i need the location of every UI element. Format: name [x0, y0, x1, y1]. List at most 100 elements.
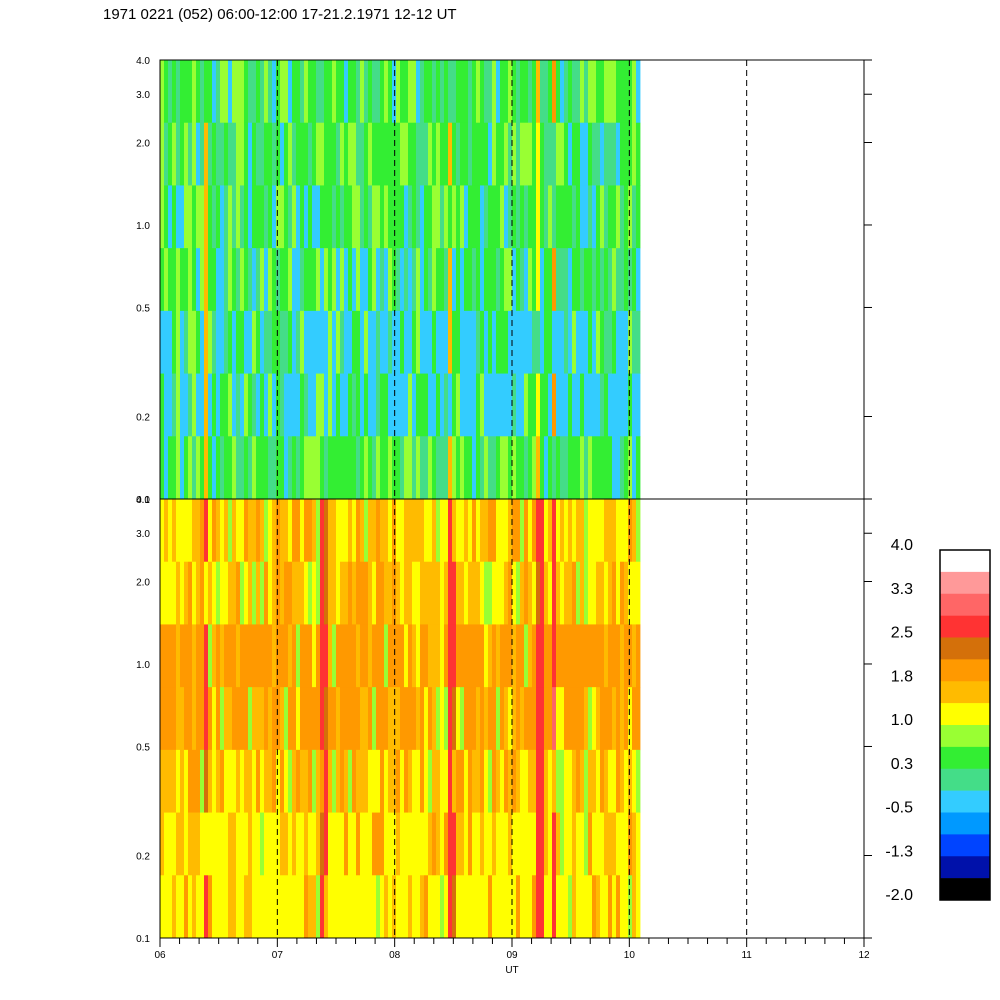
heatmap-cell	[164, 185, 169, 249]
heatmap-cell	[528, 749, 533, 813]
heatmap-cell	[448, 60, 453, 124]
heatmap-cell	[452, 875, 457, 939]
heatmap-cell	[448, 122, 453, 186]
heatmap-cell	[464, 436, 469, 500]
heatmap-cell	[256, 248, 261, 312]
heatmap-cell	[428, 248, 433, 312]
heatmap-cell	[280, 687, 285, 751]
heatmap-cell	[632, 436, 637, 500]
heatmap-cell	[204, 60, 209, 124]
heatmap-cell	[536, 60, 541, 124]
heatmap-cell	[384, 875, 389, 939]
heatmap-cell	[272, 310, 277, 374]
heatmap-cell	[568, 875, 573, 939]
heatmap-cell	[616, 687, 621, 751]
heatmap-cell	[612, 373, 617, 437]
heatmap-cell	[552, 749, 557, 813]
heatmap-cell	[540, 749, 545, 813]
heatmap-cell	[192, 436, 197, 500]
heatmap-cell	[436, 248, 441, 312]
heatmap-cell	[356, 436, 361, 500]
heatmap-cell	[196, 624, 201, 688]
heatmap-cell	[380, 812, 385, 876]
heatmap-cell	[184, 436, 189, 500]
heatmap-cell	[368, 624, 373, 688]
heatmap-cell	[204, 812, 209, 876]
heatmap-cell	[612, 436, 617, 500]
heatmap-cell	[288, 499, 293, 563]
heatmap-cell	[252, 624, 257, 688]
heatmap-cell	[468, 248, 473, 312]
heatmap-cell	[344, 373, 349, 437]
heatmap-cell	[580, 749, 585, 813]
heatmap-cell	[440, 436, 445, 500]
heatmap-cell	[300, 185, 305, 249]
heatmap-cell	[552, 310, 557, 374]
heatmap-cell	[552, 60, 557, 124]
heatmap-cell	[252, 499, 257, 563]
heatmap-cell	[408, 624, 413, 688]
heatmap-cell	[292, 436, 297, 500]
heatmap-cell	[252, 248, 257, 312]
heatmap-cell	[628, 373, 633, 437]
heatmap-cell	[348, 248, 353, 312]
heatmap-cell	[612, 561, 617, 625]
heatmap-cell	[352, 812, 357, 876]
heatmap-cell	[476, 185, 481, 249]
heatmap-cell	[196, 373, 201, 437]
heatmap-cell	[480, 436, 485, 500]
heatmap-cell	[504, 122, 509, 186]
heatmap-cell	[432, 373, 437, 437]
heatmap-cell	[320, 561, 325, 625]
heatmap-cell	[268, 310, 273, 374]
heatmap-cell	[612, 122, 617, 186]
heatmap-cell	[600, 499, 605, 563]
heatmap-cell	[464, 185, 469, 249]
heatmap-cell	[380, 687, 385, 751]
heatmap-cell	[580, 185, 585, 249]
heatmap-cell	[516, 248, 521, 312]
heatmap-cell	[188, 561, 193, 625]
heatmap-cell	[560, 310, 565, 374]
heatmap-cell	[276, 436, 281, 500]
heatmap-cell	[360, 687, 365, 751]
heatmap-cell	[384, 687, 389, 751]
heatmap-cell	[396, 561, 401, 625]
heatmap-cell	[476, 310, 481, 374]
heatmap-cell	[548, 687, 553, 751]
heatmap-cell	[528, 499, 533, 563]
heatmap-cell	[216, 60, 221, 124]
y-tick-label: 3.0	[136, 90, 150, 101]
heatmap-cell	[584, 436, 589, 500]
heatmap-cell	[552, 122, 557, 186]
heatmap-cell	[228, 248, 233, 312]
heatmap-cell	[344, 499, 349, 563]
heatmap-cell	[492, 561, 497, 625]
heatmap-cell	[328, 373, 333, 437]
heatmap-cell	[448, 561, 453, 625]
heatmap-cell	[184, 373, 189, 437]
heatmap-cell	[164, 749, 169, 813]
heatmap-cell	[308, 122, 313, 186]
heatmap-cell	[444, 624, 449, 688]
heatmap-cell	[160, 687, 165, 751]
heatmap-cell	[532, 687, 537, 751]
heatmap-cell	[184, 185, 189, 249]
heatmap-cell	[408, 60, 413, 124]
heatmap-cell	[300, 812, 305, 876]
heatmap-cell	[264, 436, 269, 500]
heatmap-cell	[344, 310, 349, 374]
heatmap-cell	[520, 185, 525, 249]
heatmap-cell	[208, 812, 213, 876]
heatmap-cell	[244, 60, 249, 124]
heatmap-cell	[596, 875, 601, 939]
heatmap-cell	[332, 812, 337, 876]
heatmap-cell	[276, 122, 281, 186]
heatmap-cell	[560, 248, 565, 312]
heatmap-cell	[560, 436, 565, 500]
y-tick-label: 2.0	[136, 577, 150, 588]
heatmap-cell	[540, 310, 545, 374]
heatmap-cell	[168, 499, 173, 563]
heatmap-cell	[496, 749, 501, 813]
heatmap-cell	[308, 812, 313, 876]
